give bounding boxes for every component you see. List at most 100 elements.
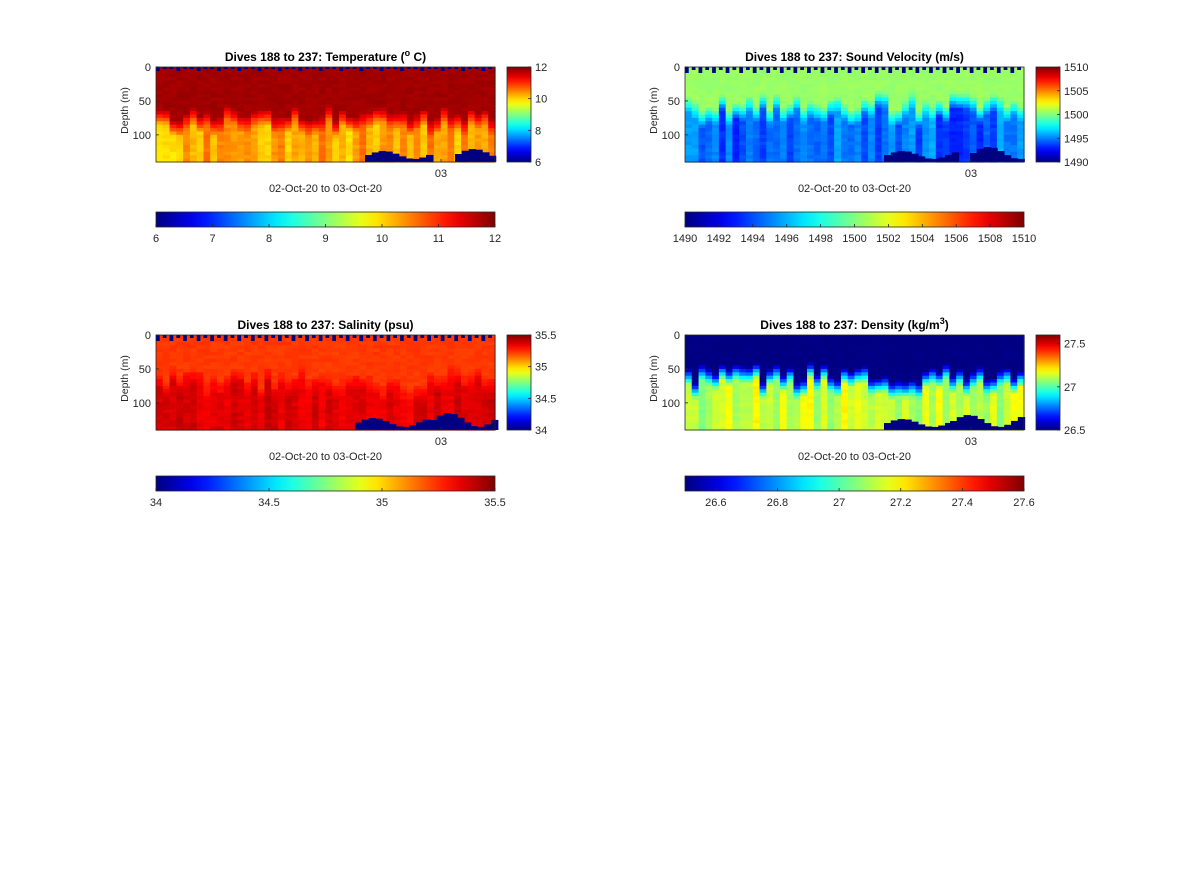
heatmap-cell [176,97,184,102]
heatmap-cell [420,399,428,404]
heatmap-cell [203,141,211,146]
heatmap-cell [854,145,862,150]
heatmap-cell [739,389,747,394]
heatmap-cell [169,362,177,367]
heatmap-cell [786,338,795,343]
heatmap-cell [156,83,164,88]
heatmap-cell [705,379,713,384]
heatmap-cell [189,121,198,126]
heatmap-cell [291,416,299,421]
heatmap-cell [481,379,489,384]
heatmap-cell [461,348,469,353]
heatmap-cell [420,375,428,380]
heatmap-cell [162,94,171,99]
heatmap-cell [210,111,218,116]
heatmap-cell [339,83,347,88]
heatmap-cell [237,396,245,401]
heatmap-cell [196,97,205,102]
heatmap-cell [834,141,842,146]
heatmap-cell [461,83,469,88]
heatmap-cell [156,114,164,119]
heatmap-cell [929,83,937,88]
heatmap-cell [433,155,442,160]
heatmap-cell [440,379,449,384]
heatmap-cell [217,124,225,129]
heatmap-cell [732,389,740,394]
heatmap-cell [420,385,428,390]
heatmap-cell [433,80,442,85]
heatmap-cell [264,362,272,367]
heatmap-cell [406,402,415,407]
heatmap-cell [779,406,788,411]
heatmap-sound_velocity [685,67,1025,163]
heatmap-cell [400,134,408,139]
heatmap-cell [332,87,340,92]
heatmap-cell [264,104,272,109]
heatmap-cell [427,365,435,370]
heatmap-cell [291,107,299,112]
heatmap-cell [685,409,693,414]
heatmap-cell [203,80,211,85]
heatmap-cell [298,345,306,350]
heatmap-cell [311,416,320,421]
heatmap-cell [779,402,788,407]
heatmap-cell [834,111,842,116]
heatmap-cell [332,351,340,356]
heatmap-cell [759,338,767,343]
heatmap-cell [264,124,272,129]
heatmap-cell [461,90,469,95]
heatmap-cell [413,77,422,82]
heatmap-cell [345,77,354,82]
heatmap-cell [1003,131,1012,136]
heatmap-cell [406,145,415,150]
heatmap-cell [725,419,734,424]
heatmap-cell [467,94,476,99]
heatmap-cell [305,100,313,105]
heatmap-cell [156,365,164,370]
heatmap-cell [393,77,401,82]
heatmap-cell [793,121,801,126]
heatmap-cell [807,151,815,156]
heatmap-cell [278,134,286,139]
surface-missing-cell [461,67,465,71]
heatmap-cell [413,70,422,75]
heatmap-cell [345,124,354,129]
heatmap-cell [311,358,320,363]
heatmap-cell [406,104,415,109]
heatmap-cell [691,148,700,153]
heatmap-cell [854,124,862,129]
surface-missing-cell [976,67,981,70]
heatmap-cell [345,80,354,85]
heatmap-cell [305,70,313,75]
heatmap-cell [759,413,767,418]
colorbar-bottom-tick-label: 1492 [707,233,731,245]
heatmap-cell [413,145,422,150]
heatmap-cell [454,358,462,363]
heatmap-cell [685,158,693,163]
heatmap-cell [766,351,774,356]
heatmap-cell [440,392,449,397]
heatmap-cell [237,385,245,390]
heatmap-cell [250,423,259,428]
heatmap-cell [244,338,252,343]
surface-missing-cell [908,67,913,70]
heatmap-cell [433,77,442,82]
heatmap-cell [257,111,266,116]
heatmap-cell [983,124,991,129]
heatmap-cell [840,155,849,160]
heatmap-cell [196,117,205,122]
surface-missing-cell [311,335,316,338]
heatmap-cell [847,90,856,95]
heatmap-cell [345,365,354,370]
heatmap-cell [176,104,184,109]
heatmap-cell [759,396,767,401]
heatmap-cell [718,148,727,153]
heatmap-cell [217,107,225,112]
heatmap-cell [305,402,313,407]
heatmap-cell [176,351,184,356]
heatmap-cell [400,396,408,401]
bottom-missing-cell [470,426,479,430]
heatmap-cell [156,399,164,404]
heatmap-cell [400,131,408,136]
heatmap-cell [169,402,177,407]
